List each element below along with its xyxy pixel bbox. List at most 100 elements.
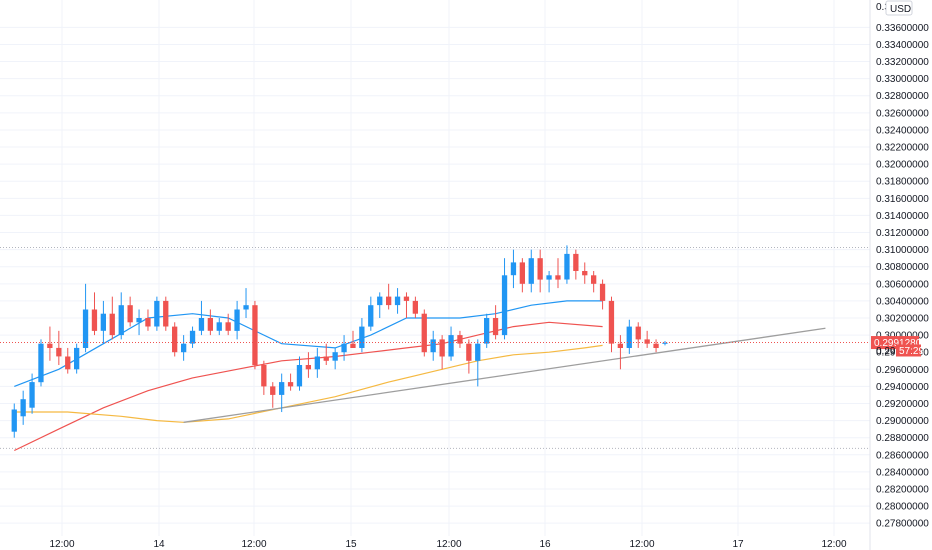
grid: [0, 0, 870, 536]
candle-body: [91, 309, 98, 331]
candle-body: [564, 253, 570, 280]
y-tick-label: 0.31000000: [876, 245, 929, 256]
candle-body: [573, 253, 579, 271]
candle-body: [296, 365, 303, 387]
candle-body: [617, 343, 623, 348]
candle-body: [591, 275, 597, 284]
x-tick-label: 16: [539, 539, 551, 550]
x-tick-label: 15: [345, 539, 357, 550]
candle: [386, 283, 392, 310]
candle-body: [47, 343, 53, 348]
candle: [457, 330, 463, 348]
candle: [537, 249, 543, 293]
candle-body: [287, 382, 294, 387]
candle: [501, 258, 508, 340]
candle-body: [261, 365, 267, 387]
x-tick-label: 12:00: [241, 539, 266, 550]
candle: [635, 322, 641, 348]
candle-body: [252, 305, 258, 365]
candle: [163, 296, 169, 331]
candle-body: [537, 258, 543, 280]
candle: [599, 279, 606, 310]
candle-body: [377, 296, 383, 306]
candle-body: [127, 305, 133, 323]
candle: [323, 343, 329, 366]
candle: [314, 347, 320, 378]
candle-body: [546, 275, 552, 280]
candle: [430, 330, 436, 361]
y-tick-label: 0.29000000: [876, 416, 929, 427]
candle: [466, 339, 472, 374]
candle-body: [279, 382, 285, 395]
candle-body: [172, 326, 178, 353]
candle-body: [466, 343, 472, 361]
candle-body: [82, 309, 89, 348]
y-tick-label: 0.30600000: [876, 279, 929, 290]
y-tick-label: 0.29600000: [876, 365, 929, 376]
candle: [198, 300, 205, 336]
candle: [510, 249, 517, 289]
candle-body: [11, 409, 17, 432]
y-tick-label: 0.30400000: [876, 296, 929, 307]
candle: [287, 373, 294, 391]
candle-body: [234, 309, 240, 331]
candle-body: [599, 283, 606, 301]
candle-body: [189, 330, 196, 344]
candle-body: [519, 262, 525, 284]
time-axis[interactable]: 12:00 14 12:00 15 12:00 16 12:00 17 12:00: [49, 539, 846, 550]
candle: [332, 347, 338, 370]
candle: [439, 335, 445, 370]
x-tick-label: 12:00: [49, 539, 74, 550]
candle-body: [243, 305, 249, 310]
candle: [65, 347, 71, 374]
candle-body: [74, 347, 80, 370]
candle-body: [421, 313, 427, 353]
candle-body: [368, 305, 374, 327]
candle-body: [136, 318, 142, 323]
candle: [350, 330, 356, 348]
candle-body: [662, 342, 668, 344]
candle-body: [207, 318, 213, 331]
y-tick-label: 0.28600000: [876, 450, 929, 461]
candle-body: [56, 347, 62, 357]
candle: [555, 258, 561, 289]
y-tick-label: 0.29400000: [876, 382, 929, 393]
x-tick-label: 14: [153, 539, 165, 550]
y-tick-label: 0.32000000: [876, 160, 929, 171]
candle-body: [225, 322, 231, 331]
trendline[interactable]: [183, 327, 826, 423]
candle-body: [65, 356, 71, 370]
y-tick-label: 0.32800000: [876, 91, 929, 102]
candle: [662, 341, 668, 346]
candle: [82, 283, 89, 353]
ma-line: [14, 344, 603, 423]
candle: [528, 249, 534, 293]
y-tick-label: 0.32600000: [876, 108, 929, 119]
candle-body: [109, 313, 115, 336]
countdown-price: 0.298: [876, 346, 901, 357]
currency-badge[interactable]: USD: [885, 0, 913, 16]
candle: [172, 322, 178, 357]
y-tick-label: 0.28200000: [876, 484, 929, 495]
candle-body: [118, 305, 124, 336]
candle-body: [484, 318, 490, 344]
candle-body: [501, 275, 508, 336]
candle: [252, 300, 258, 370]
candle-body: [510, 262, 517, 276]
candle: [279, 373, 285, 413]
candle-body: [492, 318, 499, 336]
candle-body: [350, 343, 356, 348]
candle-body: [528, 258, 534, 284]
candle-body: [430, 339, 436, 353]
price-axis[interactable]: 0.27800000 0.28000000 0.28200000 0.28400000…: [869, 0, 929, 550]
y-tick-label: 0.27800000: [876, 519, 929, 530]
x-tick-label: 12:00: [436, 539, 461, 550]
candle: [154, 296, 160, 331]
candle: [341, 335, 347, 361]
candle: [617, 335, 623, 370]
candle: [421, 309, 427, 357]
candle: [519, 258, 525, 293]
ma-line: [14, 300, 603, 387]
candle: [653, 339, 659, 353]
